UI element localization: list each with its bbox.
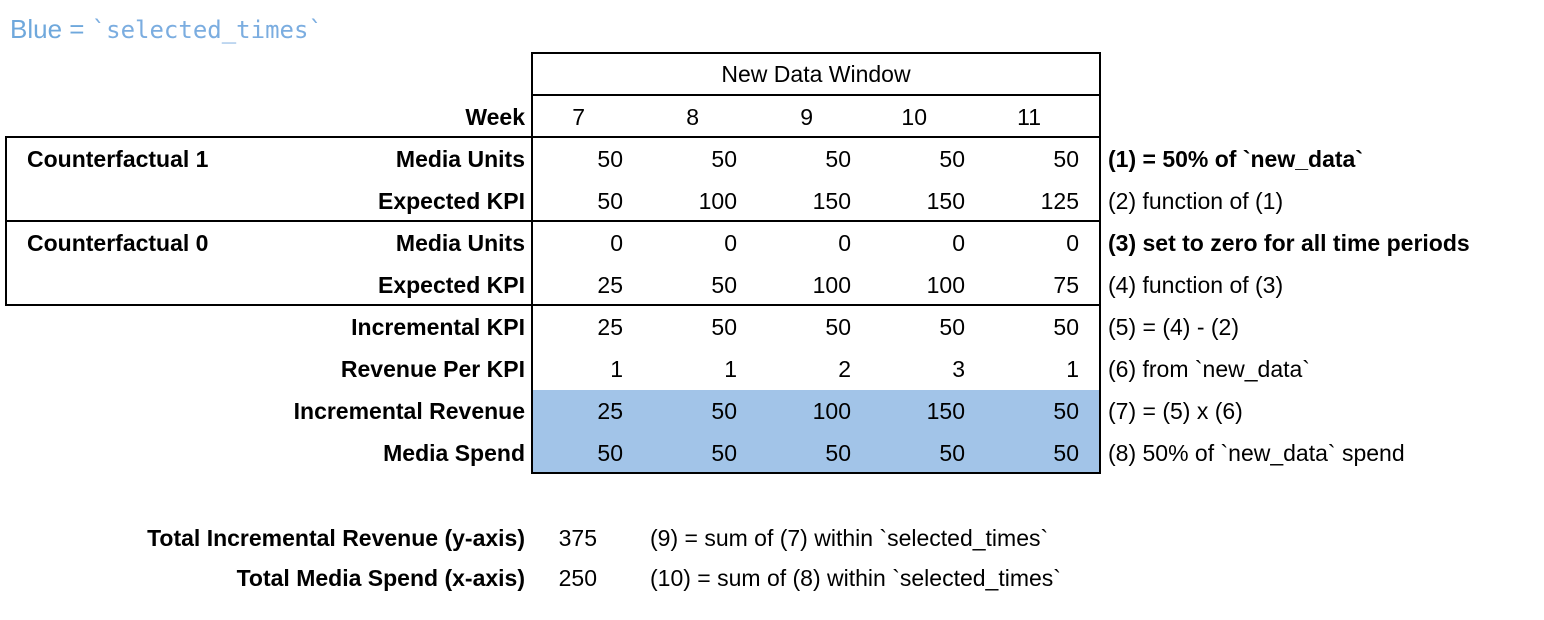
- border-line: [5, 220, 1101, 222]
- data-cell: 1: [724, 356, 737, 382]
- row-label: Revenue Per KPI: [340, 356, 525, 382]
- data-cell: 1: [1066, 356, 1079, 382]
- data-cell-highlighted: 50: [825, 440, 851, 466]
- data-cell: 50: [939, 314, 965, 340]
- data-cell: 25: [597, 314, 623, 340]
- week-cell: 8: [686, 104, 699, 130]
- summary-annotation: (10) = sum of (8) within `selected_times…: [650, 565, 1061, 591]
- row-annotation: (2) function of (1): [1108, 188, 1284, 214]
- data-cell: 75: [1053, 272, 1079, 298]
- data-cell: 0: [724, 230, 737, 256]
- data-cell: 50: [825, 146, 851, 172]
- data-cell: 2: [838, 356, 851, 382]
- border-line: [1099, 52, 1101, 474]
- data-cell: 150: [812, 188, 851, 214]
- data-cell: 3: [952, 356, 965, 382]
- row-label: Incremental Revenue: [293, 398, 525, 424]
- data-cell: 50: [939, 146, 965, 172]
- week-cell: 10: [901, 104, 927, 130]
- row-annotation: (6) from `new_data`: [1108, 356, 1310, 382]
- border-line: [5, 136, 7, 306]
- border-line: [531, 52, 1101, 54]
- data-cell-highlighted: 50: [711, 440, 737, 466]
- data-cell-highlighted: 50: [1053, 440, 1079, 466]
- selected-times-highlight: [533, 390, 1099, 472]
- row-annotation: (7) = (5) x (6): [1108, 398, 1243, 424]
- data-cell-highlighted: 25: [597, 398, 623, 424]
- data-cell: 0: [610, 230, 623, 256]
- data-cell: 50: [825, 314, 851, 340]
- data-cell: 1: [610, 356, 623, 382]
- data-cell: 50: [597, 188, 623, 214]
- row-label: Expected KPI: [378, 188, 525, 214]
- week-label: Week: [465, 104, 525, 130]
- data-cell: 125: [1040, 188, 1079, 214]
- row-annotation: (1) = 50% of `new_data`: [1108, 146, 1363, 172]
- data-cell-highlighted: 100: [812, 398, 851, 424]
- data-cell: 50: [597, 146, 623, 172]
- border-line: [5, 304, 1101, 306]
- summary-label: Total Media Spend (x-axis): [236, 565, 525, 591]
- group-label-counterfactual-0: Counterfactual 0: [27, 230, 209, 256]
- data-cell-highlighted: 50: [1053, 398, 1079, 424]
- legend-code: `selected_times`: [91, 16, 323, 44]
- row-label: Media Units: [395, 146, 525, 172]
- data-cell: 0: [838, 230, 851, 256]
- row-label: Expected KPI: [378, 272, 525, 298]
- legend-text: Blue =: [10, 14, 92, 44]
- data-cell: 0: [1066, 230, 1079, 256]
- border-line: [531, 472, 1101, 474]
- row-label: Media Spend: [383, 440, 525, 466]
- row-annotation: (3) set to zero for all time periods: [1108, 230, 1470, 256]
- data-cell-highlighted: 50: [597, 440, 623, 466]
- week-cell: 7: [572, 104, 585, 130]
- border-line: [5, 136, 1101, 138]
- row-annotation: (5) = (4) - (2): [1108, 314, 1239, 340]
- summary-value: 375: [558, 525, 597, 551]
- data-cell: 50: [711, 272, 737, 298]
- week-cell: 9: [800, 104, 813, 130]
- border-line: [531, 94, 1101, 96]
- data-cell: 0: [952, 230, 965, 256]
- data-cell: 100: [812, 272, 851, 298]
- row-annotation: (8) 50% of `new_data` spend: [1108, 440, 1405, 466]
- data-cell: 50: [711, 314, 737, 340]
- data-cell-highlighted: 150: [926, 398, 965, 424]
- group-label-counterfactual-1: Counterfactual 1: [27, 146, 209, 172]
- row-label: Incremental KPI: [351, 314, 525, 340]
- data-cell: 25: [597, 272, 623, 298]
- data-cell: 100: [698, 188, 737, 214]
- legend: Blue = `selected_times`: [10, 14, 323, 45]
- row-label: Media Units: [395, 230, 525, 256]
- week-cell: 11: [1017, 104, 1041, 130]
- row-annotation: (4) function of (3): [1108, 272, 1284, 298]
- border-line: [531, 52, 533, 474]
- data-cell: 50: [1053, 146, 1079, 172]
- summary-label: Total Incremental Revenue (y-axis): [147, 525, 525, 551]
- data-cell: 100: [926, 272, 965, 298]
- new-data-window-header: New Data Window: [721, 61, 911, 87]
- summary-annotation: (9) = sum of (7) within `selected_times`: [650, 525, 1049, 551]
- data-cell-highlighted: 50: [939, 440, 965, 466]
- data-cell: 150: [926, 188, 965, 214]
- data-cell-highlighted: 50: [711, 398, 737, 424]
- summary-value: 250: [558, 565, 597, 591]
- data-cell: 50: [1053, 314, 1079, 340]
- data-cell: 50: [711, 146, 737, 172]
